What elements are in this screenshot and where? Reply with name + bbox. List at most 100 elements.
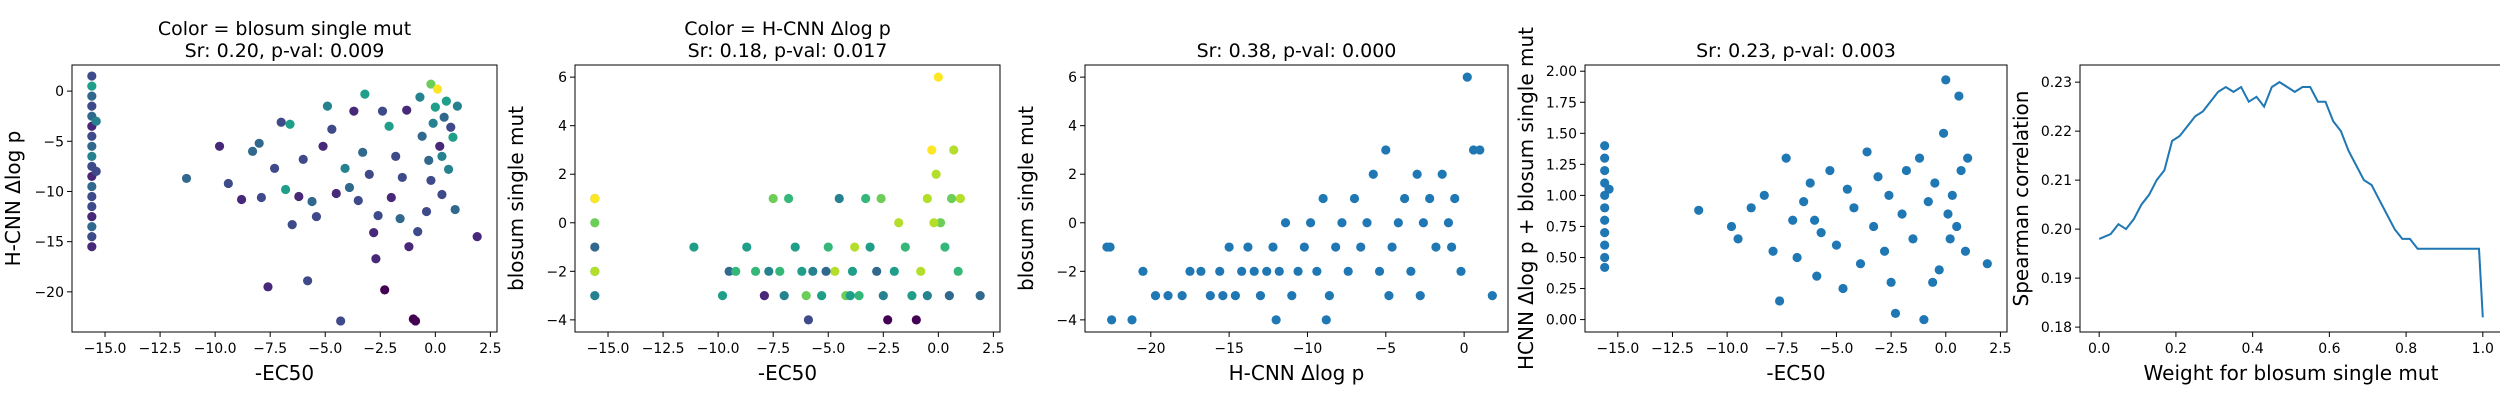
scatter-point [1897,209,1907,219]
scatter-point [889,266,899,276]
x-axis-label: Weight for blosum single mut [2144,361,2439,385]
scatter-point [87,222,97,232]
scatter-point [318,141,328,151]
scatter-point [797,266,807,276]
scatter-point [1107,315,1117,325]
scatter-point [448,132,458,142]
y-axis-label: blosum single mut [504,106,528,291]
scatter-point [1838,283,1848,294]
x-tick-label: −12.5 [642,341,685,357]
y-tick-label: 0.22 [2041,124,2072,140]
scatter-point [916,266,926,276]
plot-frame [71,64,498,333]
scatter-point [929,218,939,228]
scatter-point [953,266,963,276]
scatter-point [894,218,904,228]
x-tick-label: 2.5 [479,341,501,357]
y-tick-label: −4 [1056,313,1077,329]
scatter-point [821,266,831,276]
scatter-point [256,192,266,203]
scatter-point [590,266,600,276]
scatter-point [377,106,388,116]
y-tick-label: 4 [558,119,567,135]
scatter-point [1447,242,1457,252]
scatter-point [1387,242,1397,252]
scatter-point [1321,315,1331,325]
scatter-point [817,290,827,301]
scatter-point [327,124,337,134]
scatter-point [87,151,97,161]
chart-title-line: Sr: 0.18, p-val: 0.017 [688,40,888,62]
y-tick-label: 0.75 [1546,219,1577,235]
scatter-point [1368,169,1378,179]
scatter-point [1374,266,1385,276]
scatter-point [854,290,864,301]
x-tick-label: 0.0 [2088,341,2110,357]
scatter-point [900,242,910,252]
chart-title-line: Sr: 0.20, p-val: 0.009 [185,40,385,62]
scatter-point [1768,246,1778,256]
scatter-point [1356,242,1366,252]
scatter-point [1475,145,1485,155]
x-axis-label: -EC50 [255,361,314,385]
x-tick-label: −10.0 [194,341,237,357]
scatter-point [1412,169,1422,179]
scatter-point [1237,266,1247,276]
x-tick-label: −5.0 [811,341,845,357]
scatter-point [689,242,699,252]
scatter-point [1487,290,1497,301]
scatter-point [1886,277,1896,287]
y-tick-label: 6 [1068,70,1077,86]
y-axis-label: Spearman correlation [2009,91,2033,307]
scatter-point [861,193,871,204]
scatter-point [1831,240,1842,250]
scatter-point [373,210,383,221]
chart-panel-4: Sr: 0.23, p-val: 0.003 −15.0 −12.5 −10.0 −7.… [1514,27,2012,385]
scatter-point [1456,266,1466,276]
scatter-point [1431,242,1441,252]
x-tick-label: −15.0 [1596,341,1639,357]
scatter-point [439,112,449,122]
scatter-point [452,101,462,111]
scatter-point [380,285,390,295]
scatter-point [181,173,192,184]
scatter-point [590,193,600,204]
scatter-point [975,290,985,301]
scatter-point [1362,218,1372,228]
scatter-point [1318,193,1328,204]
scatter-point [303,276,313,286]
scatter-point [358,147,368,157]
scatter-point [421,206,432,217]
scatter-point [87,181,97,192]
x-tick-label: −20 [1136,341,1166,357]
scatter-point [1879,246,1890,256]
y-tick-label: 0 [1068,216,1077,232]
scatter-point [1956,165,1966,176]
scatter-point [353,195,363,206]
scatter-point [435,141,445,151]
scatter-point [834,193,844,204]
scatter-point [1816,228,1826,238]
scatter-point [446,122,456,132]
scatter-point [1941,75,1951,85]
scatter-point [779,290,789,301]
scatter-point [1150,290,1161,301]
scatter-point [1604,184,1614,194]
y-tick-label: 1.50 [1546,126,1577,142]
scatter-point [1600,252,1610,263]
scatter-point [1443,218,1454,228]
scatter-point [360,89,370,99]
scatter-point [1781,153,1791,163]
y-tick-label: 0.23 [2041,75,2072,91]
y-tick-label: −4 [546,313,567,329]
scatter-point [1600,215,1610,225]
scatter-point [285,119,295,129]
scatter-point [1205,290,1215,301]
scatter-point [87,211,97,222]
scatter-point [1938,128,1949,138]
scatter-point [269,163,280,173]
scatter-point [311,211,322,222]
scatter-point [847,266,858,276]
y-tick-label: −5 [43,134,64,150]
scatter-point [1825,165,1835,176]
